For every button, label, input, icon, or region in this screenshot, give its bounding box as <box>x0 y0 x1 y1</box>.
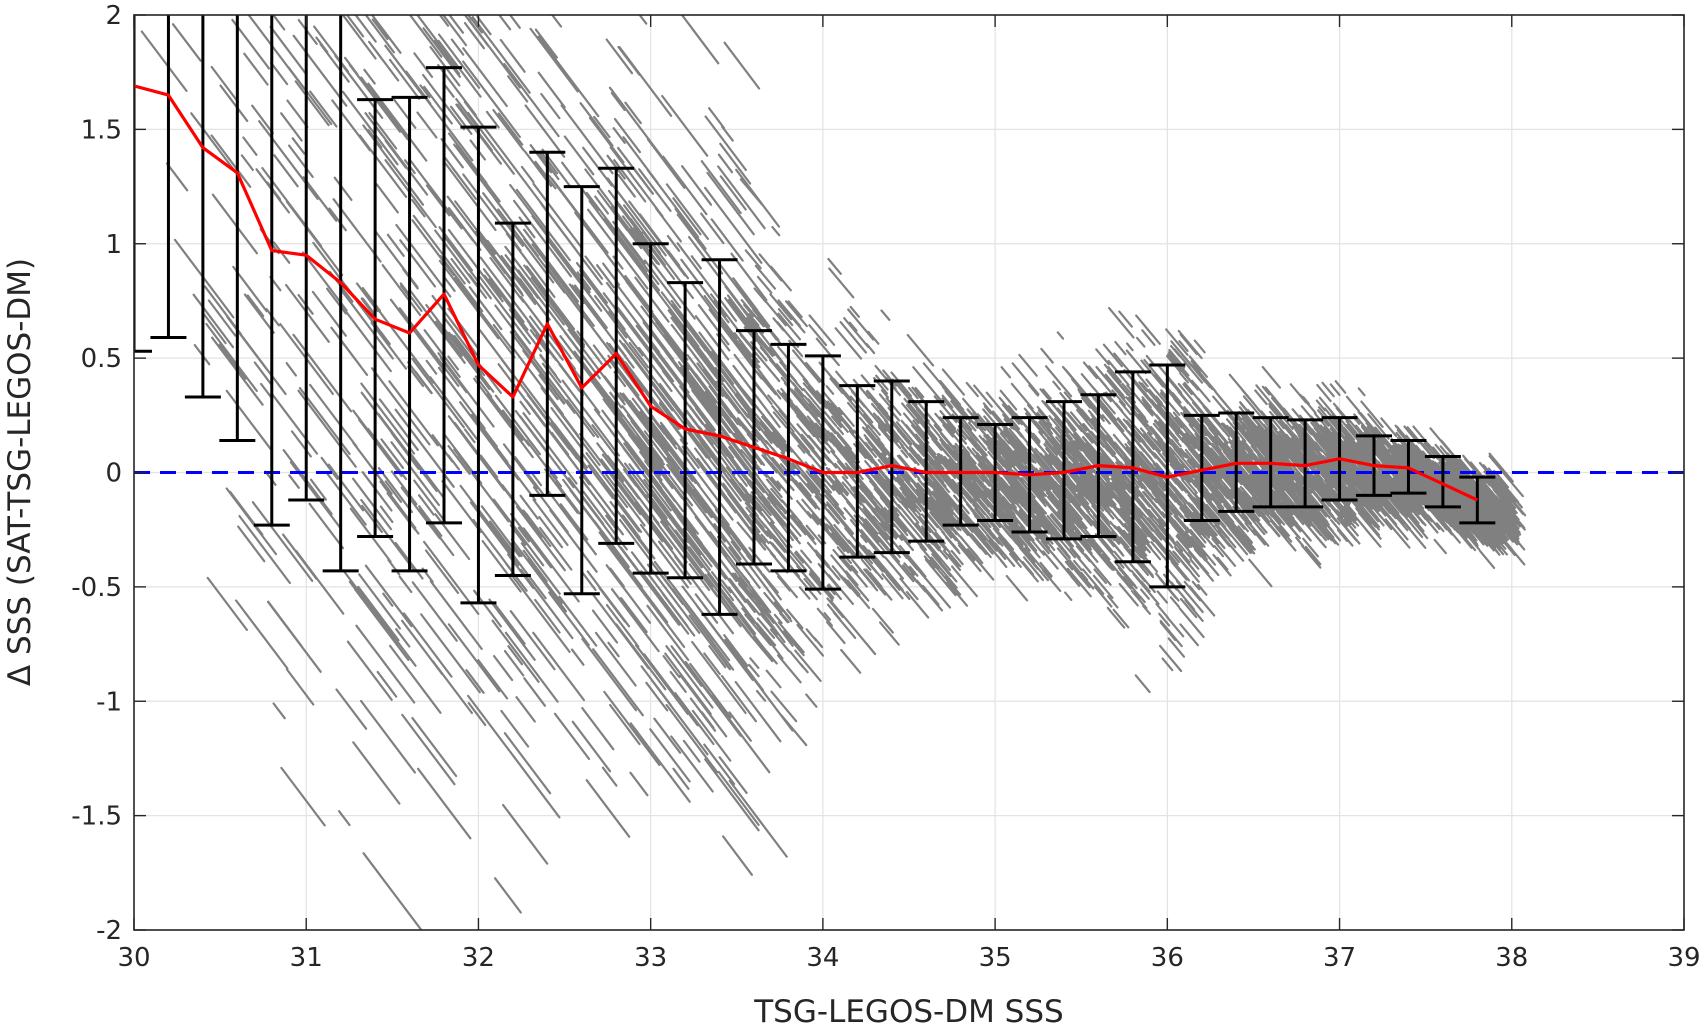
y-tick-label: -2 <box>96 916 122 946</box>
x-tick-label: 32 <box>462 943 495 973</box>
error-bar <box>1183 413 1220 523</box>
error-bar <box>1459 475 1496 525</box>
y-axis-label: Δ SSS (SAT-TSG-LEGOS-DM) <box>2 258 38 686</box>
x-tick-label: 33 <box>634 943 667 973</box>
x-tick-label: 30 <box>117 943 150 973</box>
x-tick-label: 37 <box>1323 943 1356 973</box>
y-tick-label: 1 <box>105 230 122 260</box>
y-tick-label: 2 <box>105 1 122 31</box>
error-bar <box>322 15 359 573</box>
y-tick-label: -0.5 <box>71 573 122 603</box>
error-bar <box>1046 400 1082 541</box>
mean-line <box>134 84 1478 502</box>
error-bar <box>632 242 669 575</box>
error-bar <box>563 185 600 596</box>
y-tick-label: -1 <box>96 687 122 717</box>
error-bar <box>150 15 187 340</box>
error-bar <box>494 221 531 577</box>
x-axis-ticks: 30 31 32 33 34 35 36 37 38 39 <box>117 15 1701 973</box>
x-tick-label: 36 <box>1151 943 1184 973</box>
error-bar <box>253 15 290 527</box>
error-bar <box>134 15 152 353</box>
x-tick-label: 38 <box>1495 943 1528 973</box>
y-tick-label: 1.5 <box>81 115 122 145</box>
y-tick-label: 0 <box>105 459 122 489</box>
x-tick-label: 39 <box>1667 943 1700 973</box>
x-axis-label: TSG-LEGOS-DM SSS <box>753 994 1063 1030</box>
error-bar <box>184 15 221 399</box>
x-tick-label: 31 <box>290 943 323 973</box>
y-tick-label: -1.5 <box>71 802 122 832</box>
mean-curve <box>134 84 1478 502</box>
error-bar <box>288 15 325 502</box>
error-bar <box>1287 418 1324 509</box>
error-bar <box>219 15 256 442</box>
error-bar <box>1424 454 1461 509</box>
x-tick-label: 35 <box>979 943 1012 973</box>
y-axis-ticks: -2 -1.5 -1 -0.5 0 0.5 1 1.5 2 <box>71 1 1684 946</box>
x-tick-label: 34 <box>806 943 839 973</box>
y-tick-label: 0.5 <box>81 344 122 374</box>
